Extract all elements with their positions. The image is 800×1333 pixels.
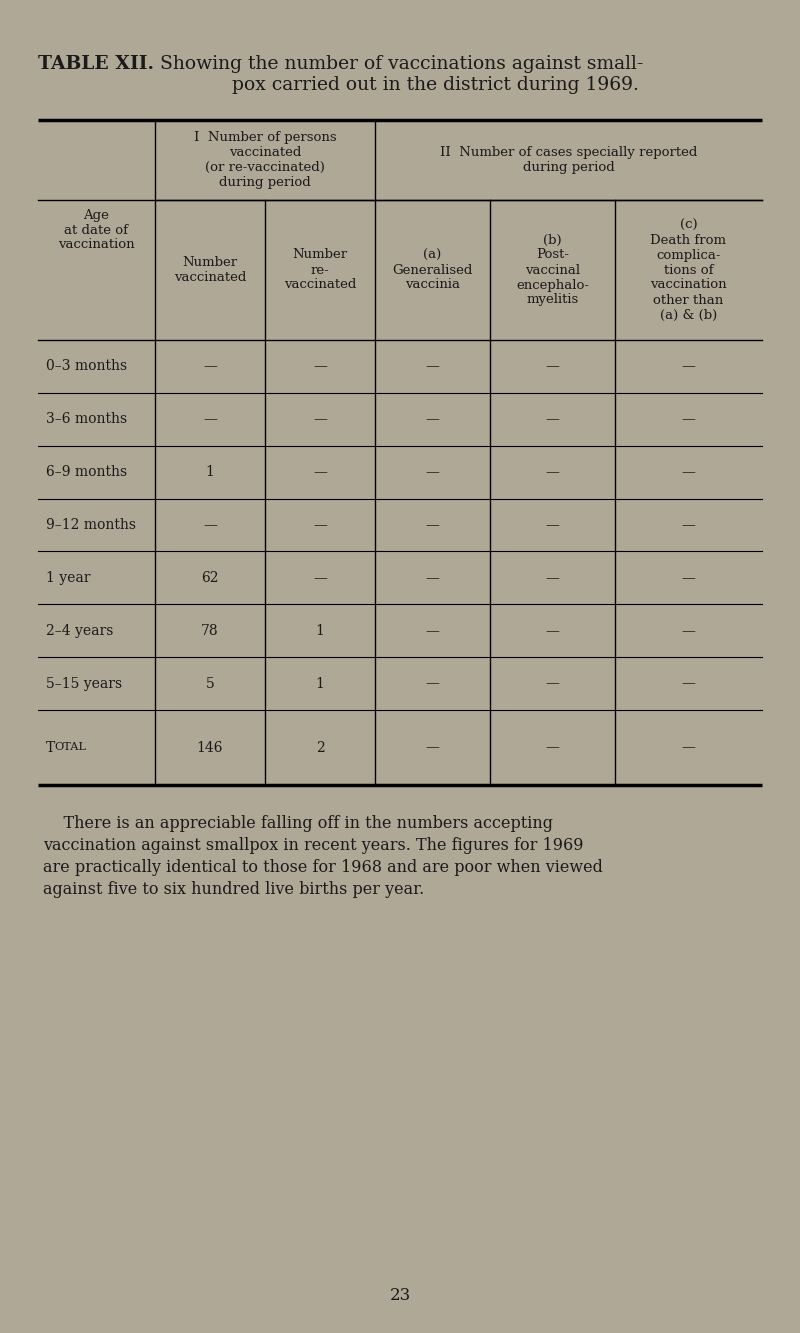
Text: I  Number of persons
vaccinated
(or re-vaccinated)
during period: I Number of persons vaccinated (or re-va… [194,131,336,189]
Text: —: — [426,571,439,585]
Text: 5–15 years: 5–15 years [46,677,122,690]
Text: —: — [546,360,559,373]
Text: II  Number of cases specially reported
during period: II Number of cases specially reported du… [440,147,697,175]
Text: are practically identical to those for 1968 and are poor when viewed: are practically identical to those for 1… [43,858,603,876]
Text: against five to six hundred live births per year.: against five to six hundred live births … [43,881,424,898]
Text: —: — [426,624,439,637]
Text: vaccination against smallpox in recent years. The figures for 1969: vaccination against smallpox in recent y… [43,837,583,854]
Text: —: — [426,360,439,373]
Text: —: — [682,571,695,585]
Text: —: — [682,465,695,479]
Text: 1: 1 [315,624,325,637]
Text: 3–6 months: 3–6 months [46,412,127,427]
Text: T: T [46,741,55,754]
Text: 2: 2 [316,741,324,754]
Text: 9–12 months: 9–12 months [46,519,136,532]
Text: —: — [426,519,439,532]
Text: —: — [203,519,217,532]
Text: 2–4 years: 2–4 years [46,624,114,637]
Text: 5: 5 [206,677,214,690]
Text: OTAL: OTAL [54,742,86,753]
Text: —: — [546,624,559,637]
Text: 0–3 months: 0–3 months [46,360,127,373]
Text: Number
re-
vaccinated: Number re- vaccinated [284,248,356,292]
Text: —: — [313,412,327,427]
Text: 78: 78 [201,624,219,637]
Text: —: — [682,360,695,373]
Text: 62: 62 [202,571,218,585]
Text: —: — [546,519,559,532]
Text: —: — [682,412,695,427]
Text: 23: 23 [390,1286,410,1304]
Text: (c)
Death from
complica-
tions of
vaccination
other than
(a) & (b): (c) Death from complica- tions of vaccin… [650,219,727,321]
Text: There is an appreciable falling off in the numbers accepting: There is an appreciable falling off in t… [43,814,553,832]
Text: —: — [203,412,217,427]
Text: —: — [313,360,327,373]
Text: 1: 1 [315,677,325,690]
Text: TABLE XII.: TABLE XII. [38,55,154,73]
Text: —: — [313,571,327,585]
Text: —: — [546,465,559,479]
Text: —: — [426,677,439,690]
Text: 1: 1 [206,465,214,479]
Text: Number
vaccinated: Number vaccinated [174,256,246,284]
Text: —: — [546,677,559,690]
Text: Age
at date of
vaccination: Age at date of vaccination [58,208,135,252]
Text: —: — [426,412,439,427]
Text: —: — [682,624,695,637]
Text: —: — [313,465,327,479]
Text: Showing the number of vaccinations against small-
              pox carried out : Showing the number of vaccinations again… [148,55,643,93]
Text: —: — [682,741,695,754]
Text: (b)
Post-
vaccinal
encephalo-
myelitis: (b) Post- vaccinal encephalo- myelitis [516,233,589,307]
Text: —: — [546,412,559,427]
Text: 6–9 months: 6–9 months [46,465,127,479]
Text: —: — [546,741,559,754]
Text: —: — [203,360,217,373]
Text: 146: 146 [197,741,223,754]
Text: —: — [426,465,439,479]
Text: —: — [682,519,695,532]
Text: 1 year: 1 year [46,571,90,585]
Text: (a)
Generalised
vaccinia: (a) Generalised vaccinia [392,248,473,292]
Text: —: — [546,571,559,585]
Text: —: — [313,519,327,532]
Text: —: — [426,741,439,754]
Text: —: — [682,677,695,690]
